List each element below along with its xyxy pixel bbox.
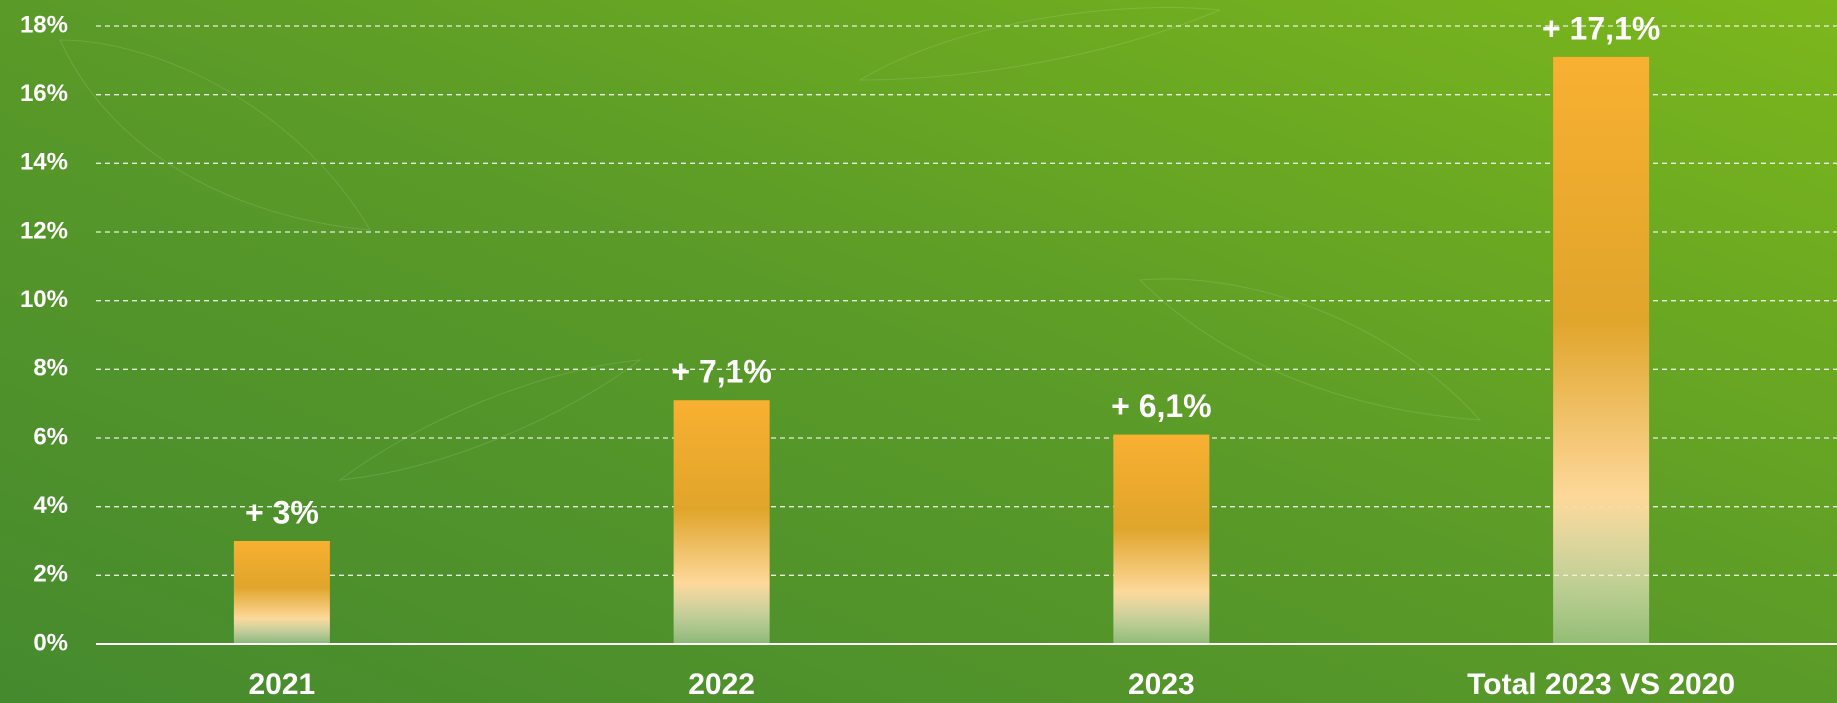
x-tick-label: 2021 <box>249 668 316 701</box>
y-tick-label: 10% <box>20 286 68 313</box>
y-tick-label: 14% <box>20 149 68 176</box>
y-tick-label: 2% <box>33 561 68 588</box>
bar <box>1553 56 1650 644</box>
y-tick-label: 0% <box>33 629 68 656</box>
value-label: + 7,1% <box>671 354 772 390</box>
x-tick-label: Total 2023 VS 2020 <box>1467 668 1735 701</box>
value-label: + 17,1% <box>1542 10 1660 46</box>
bar <box>1113 434 1210 644</box>
value-label: + 6,1% <box>1111 388 1212 424</box>
value-label: + 3% <box>245 494 319 530</box>
x-tick-label: 2022 <box>688 668 755 701</box>
y-tick-label: 12% <box>20 217 68 244</box>
plot: 0% 2% 4% 6% 8% 10% 12% 14% 16% 18% 2021 + 3% 2022 + 7… <box>20 10 1837 701</box>
y-tick-label: 4% <box>33 492 68 519</box>
y-tick-label: 18% <box>20 11 68 38</box>
y-tick-label: 16% <box>20 80 68 107</box>
bar <box>673 400 770 644</box>
y-tick-label: 6% <box>33 423 68 450</box>
x-tick-label: 2023 <box>1128 668 1195 701</box>
bar <box>233 541 330 644</box>
y-tick-label: 8% <box>33 355 68 382</box>
decoration <box>59 7 1482 481</box>
